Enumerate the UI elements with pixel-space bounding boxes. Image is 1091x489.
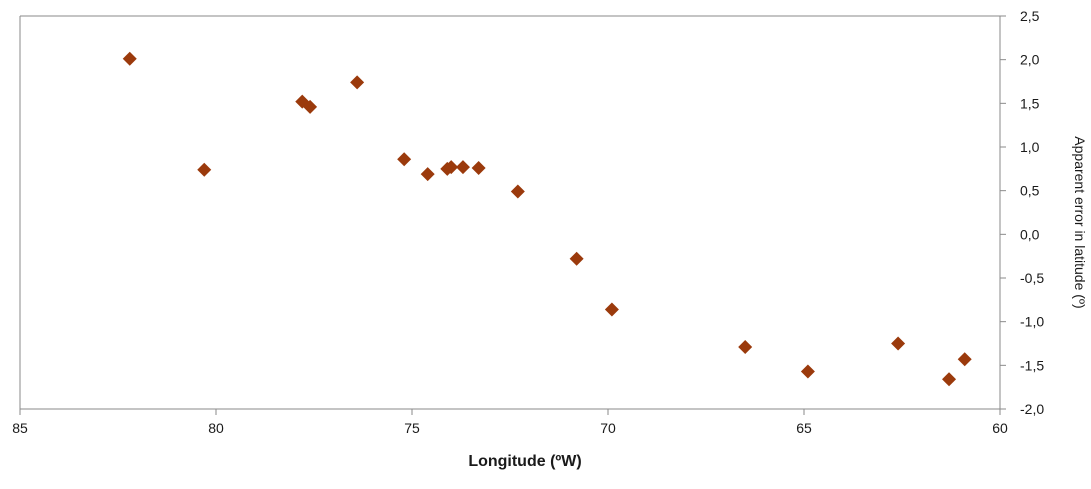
y-tick-label: -2,0: [1020, 401, 1044, 417]
y-tick-label: 0,5: [1020, 183, 1040, 199]
data-point: [471, 160, 486, 175]
data-point: [510, 184, 525, 199]
data-point: [350, 75, 365, 90]
data-point: [303, 99, 318, 114]
y-tick-label: 0,0: [1020, 226, 1040, 242]
data-point: [397, 152, 412, 167]
data-point: [942, 372, 957, 387]
data-point: [455, 160, 470, 175]
x-tick-label: 80: [208, 420, 224, 436]
data-point: [444, 160, 459, 175]
data-points: [122, 51, 972, 387]
data-point: [197, 162, 212, 177]
data-point: [800, 364, 815, 379]
axes-layer: [19, 15, 1001, 410]
x-tick-label: 70: [600, 420, 616, 436]
y-tick-label: -0,5: [1020, 270, 1044, 286]
x-axis-title: Longitude (ºW): [468, 453, 581, 470]
data-point: [957, 352, 972, 367]
x-tick-labels: 85 80 75 70 65 60: [12, 409, 1008, 436]
y-tick-labels: 2,5 2,0 1,5 1,0 0,5 0,0 -0,5 -1,0 -1,5 -2,0: [1000, 8, 1044, 417]
x-tick-label: 75: [404, 420, 420, 436]
x-tick-label: 65: [796, 420, 812, 436]
y-tick-label: -1,0: [1020, 314, 1044, 330]
y-tick-label: 1,5: [1020, 95, 1040, 111]
y-tick-label: 2,0: [1020, 52, 1040, 68]
data-point: [604, 302, 619, 317]
data-point: [420, 167, 435, 182]
y-tick-label: 2,5: [1020, 8, 1040, 24]
data-point: [569, 251, 584, 266]
y-tick-label: -1,5: [1020, 357, 1044, 373]
y-axis-title: Apparent error in latitude (º): [1072, 136, 1088, 308]
x-tick-label: 60: [992, 420, 1008, 436]
x-tick-label: 85: [12, 420, 28, 436]
data-point: [738, 339, 753, 354]
data-point: [891, 336, 906, 351]
y-tick-label: 1,0: [1020, 139, 1040, 155]
data-point: [122, 51, 137, 66]
